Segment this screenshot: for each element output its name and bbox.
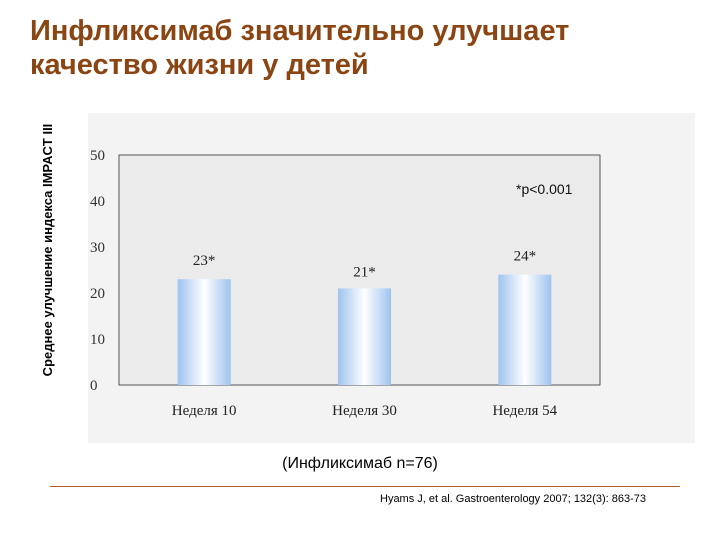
bar [177,279,231,385]
y-tick-label: 10 [90,332,105,348]
y-tick-label: 20 [90,286,105,302]
category-labels: Неделя 10 Неделя 30 Неделя 54 [172,403,558,419]
category-label: Неделя 30 [332,403,397,419]
bar-value-label: 21* [353,264,376,280]
bar-value-label: 23* [193,253,216,269]
bar-value-label: 24* [514,249,537,265]
category-label: Неделя 10 [172,403,237,419]
y-tick-label: 0 [90,378,98,394]
divider-line [50,486,680,487]
significance-note: *p<0.001 [516,181,573,197]
y-tick-label: 50 [90,148,105,164]
bars [177,274,552,385]
bar [338,288,391,385]
data-labels: 23* 21* 24* [193,249,536,281]
y-ticks: 0 10 20 30 40 50 [90,148,105,394]
y-tick-label: 30 [90,240,105,256]
chart-caption: (Инфликсимаб n=76) [282,455,438,472]
y-axis-label-container: Среднее улучшение индекса IMPACT III [40,110,78,390]
citation: Hyams J, et al. Gastroenterology 2007; 1… [380,493,646,505]
bar [498,274,552,385]
category-label: Неделя 54 [492,403,557,419]
slide-title: Инфликсимаб значительно улучшает качеств… [30,15,570,81]
y-tick-label: 40 [90,194,105,210]
bar-chart: 0 10 20 30 40 50 23* 21* 24* Неделя 10 Неделя 30… [90,148,601,419]
y-axis-label: Среднее улучшение индекса IMPACT III [40,123,55,377]
chart-panel: 0 10 20 30 40 50 23* 21* 24* Неделя 10 Неделя 30… [88,113,695,443]
